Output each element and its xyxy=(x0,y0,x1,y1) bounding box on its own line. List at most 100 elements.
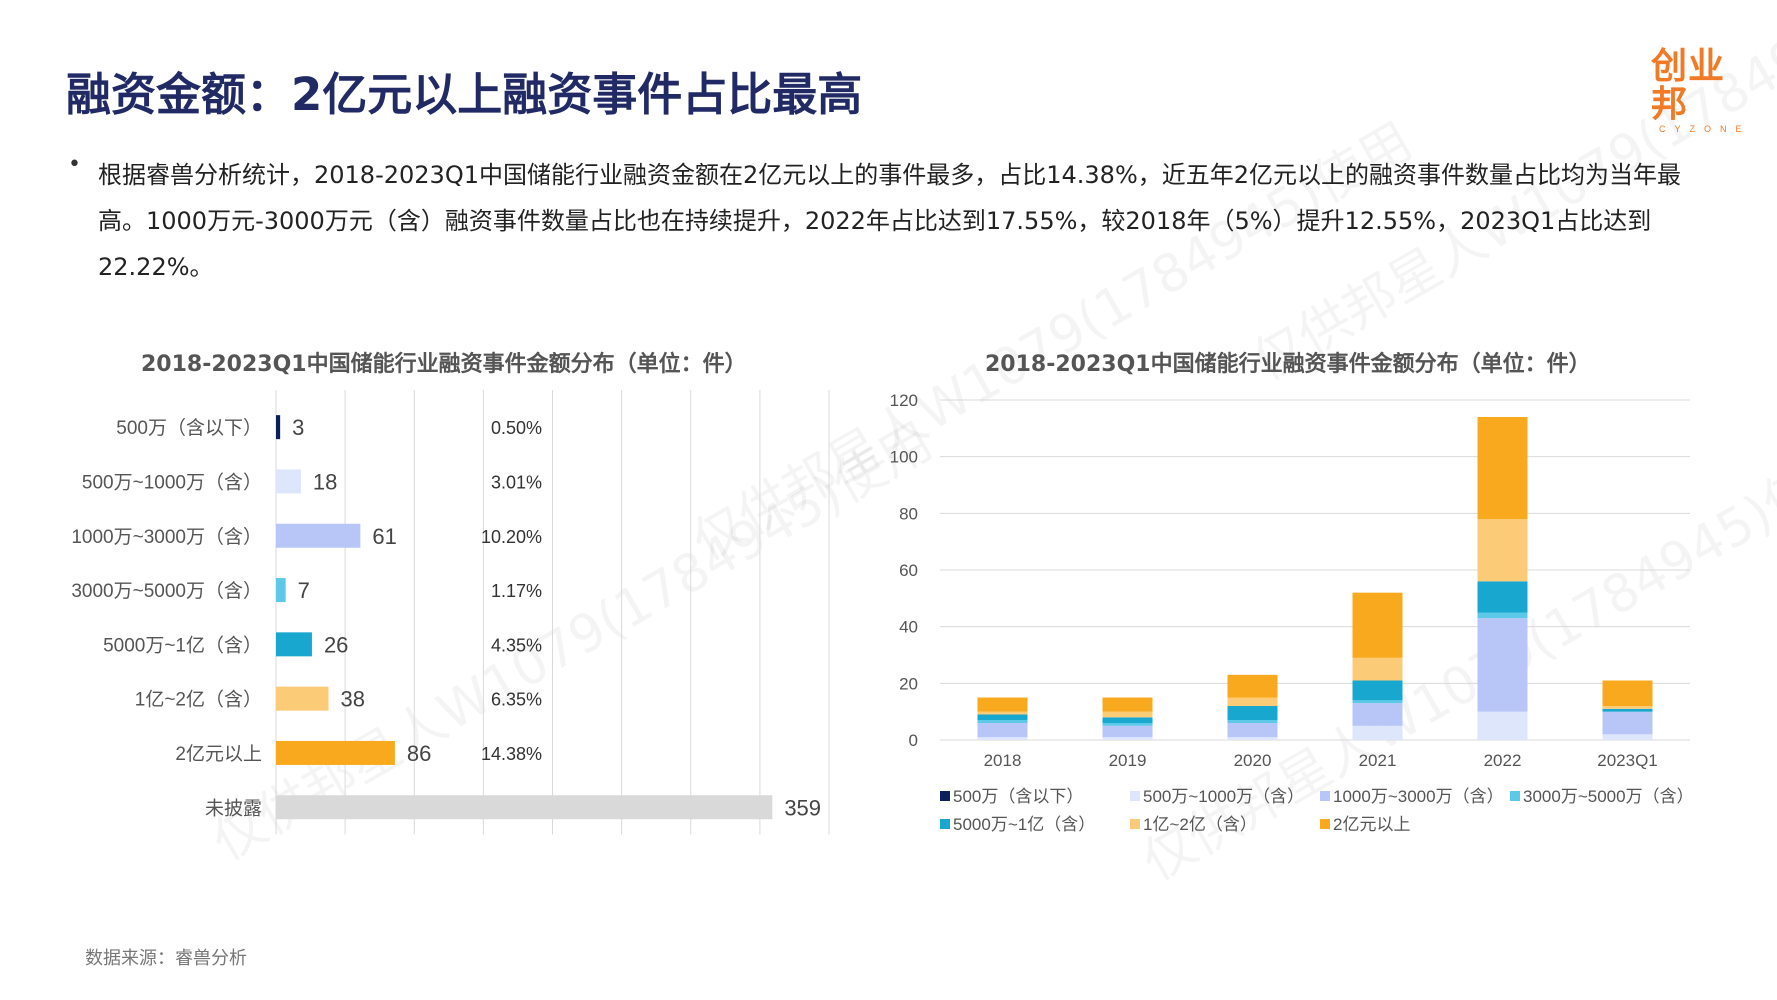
value-label: 7 xyxy=(298,578,310,603)
stacked-segment xyxy=(977,737,1028,740)
stacked-segment xyxy=(1102,723,1153,726)
stacked-segment xyxy=(1602,711,1653,735)
x-tick-label: 2019 xyxy=(1109,751,1147,770)
legend-label: 500万（含以下） xyxy=(953,787,1083,806)
bar xyxy=(276,523,361,548)
stacked-segment xyxy=(1602,708,1653,712)
stacked-segment xyxy=(1102,711,1153,718)
y-tick-label: 60 xyxy=(899,561,918,580)
percent-label: 10.20% xyxy=(481,527,542,547)
legend-label: 500万~1000万（含） xyxy=(1143,787,1304,806)
value-label: 3 xyxy=(292,415,304,440)
stacked-segment xyxy=(977,711,1028,715)
value-label: 38 xyxy=(341,687,365,712)
bar xyxy=(276,632,312,657)
stacked-segment xyxy=(1602,706,1653,709)
category-label: 5000万~1亿（含） xyxy=(103,634,262,656)
left-chart-title: 2018-2023Q1中国储能行业融资事件金额分布（单位：件） xyxy=(141,352,747,377)
percent-label: 0.50% xyxy=(491,418,542,438)
legend-label: 3000万~5000万（含） xyxy=(1523,787,1694,806)
bar xyxy=(276,686,329,711)
category-label: 1亿~2亿（含） xyxy=(135,689,262,711)
logo-subtext: CYZONE xyxy=(1659,124,1751,134)
value-label: 61 xyxy=(372,524,396,549)
category-label: 3000万~5000万（含） xyxy=(71,580,262,602)
stacked-segment xyxy=(977,697,1028,712)
category-label: 未披露 xyxy=(205,797,262,819)
legend-swatch xyxy=(1130,819,1140,829)
legend-swatch xyxy=(1320,791,1330,801)
bar xyxy=(276,740,395,765)
legend-label: 1000万~3000万（含） xyxy=(1333,787,1504,806)
stacked-segment xyxy=(1352,700,1403,704)
stacked-bar-chart: 0 20 40 60 80 100 120 2018 2019 2020 2021 2022 2023Q… xyxy=(890,391,1694,834)
category-label: 500万~1000万（含） xyxy=(82,471,262,493)
value-label: 359 xyxy=(784,795,821,820)
stacked-segment xyxy=(1602,734,1653,740)
stacked-segment xyxy=(1227,706,1278,721)
y-tick-label: 20 xyxy=(899,674,918,693)
legend-swatch xyxy=(1130,791,1140,801)
bar xyxy=(276,578,286,603)
legend-label: 5000万~1亿（含） xyxy=(953,815,1095,834)
legend-swatch xyxy=(1510,791,1520,801)
category-label: 1000万~3000万（含） xyxy=(71,526,262,548)
value-label: 86 xyxy=(407,741,431,766)
y-tick-label: 120 xyxy=(890,391,918,410)
stacked-segment xyxy=(1477,581,1528,613)
stacked-segment xyxy=(1477,612,1528,619)
x-tick-label: 2021 xyxy=(1359,751,1397,770)
right-chart-title: 2018-2023Q1中国储能行业融资事件金额分布（单位：件） xyxy=(985,352,1591,377)
summary-paragraph: 根据睿兽分析统计，2018-2023Q1中国储能行业融资金额在2亿元以上的事件最… xyxy=(98,161,1682,281)
horizontal-bar-chart: 500万（含以下） 3 0.50% 500万~1000万（含） 18 3.01% 1000万… xyxy=(71,390,830,835)
y-tick-label: 80 xyxy=(899,504,918,523)
x-tick-label: 2020 xyxy=(1234,751,1272,770)
data-source: 数据来源：睿兽分析 xyxy=(85,948,247,969)
bullet-icon: • xyxy=(68,152,81,177)
value-label: 18 xyxy=(313,469,337,494)
stacked-segment xyxy=(1102,717,1153,723)
percent-label: 1.17% xyxy=(491,581,542,601)
y-tick-label: 40 xyxy=(899,618,918,637)
stacked-segment xyxy=(1227,737,1278,740)
stacked-segment xyxy=(1352,703,1403,726)
y-tick-label: 0 xyxy=(909,731,918,750)
percent-label: 14.38% xyxy=(481,744,542,764)
stacked-segment xyxy=(977,714,1028,721)
stacked-segment xyxy=(1602,680,1653,706)
stacked-segment xyxy=(977,723,1028,738)
stacked-segment xyxy=(1477,618,1528,712)
bar xyxy=(276,795,773,820)
page-title: 融资金额：2亿元以上融资事件占比最高 xyxy=(66,68,863,121)
stacked-segment xyxy=(1227,697,1278,706)
bar xyxy=(276,469,301,494)
stacked-segment xyxy=(1477,417,1528,519)
stacked-segment xyxy=(1227,723,1278,738)
x-tick-label: 2018 xyxy=(984,751,1022,770)
stacked-segment xyxy=(1102,725,1153,738)
x-tick-label: 2023Q1 xyxy=(1597,751,1658,770)
category-label: 2亿元以上 xyxy=(175,743,262,765)
x-tick-label: 2022 xyxy=(1484,751,1522,770)
value-label: 26 xyxy=(324,632,348,657)
percent-label: 6.35% xyxy=(491,690,542,710)
stacked-segment xyxy=(1227,674,1278,698)
stacked-segment xyxy=(1352,657,1403,681)
stacked-segment xyxy=(1477,519,1528,582)
legend-label: 2亿元以上 xyxy=(1333,815,1410,834)
logo: 创业邦 CYZONE xyxy=(1651,48,1761,135)
stacked-segment xyxy=(1102,697,1153,712)
y-tick-label: 100 xyxy=(890,448,918,467)
legend-swatch xyxy=(1320,819,1330,829)
stacked-segment xyxy=(1227,720,1278,723)
stacked-segment xyxy=(1477,711,1528,740)
stacked-segment xyxy=(977,720,1028,723)
percent-label: 4.35% xyxy=(491,635,542,655)
stacked-segment xyxy=(1352,725,1403,740)
legend-label: 1亿~2亿（含） xyxy=(1143,815,1257,834)
stacked-segment xyxy=(1102,737,1153,740)
bar xyxy=(276,415,281,440)
stacked-segment xyxy=(1352,680,1403,701)
percent-label: 3.01% xyxy=(491,472,542,492)
legend-swatch xyxy=(940,791,950,801)
